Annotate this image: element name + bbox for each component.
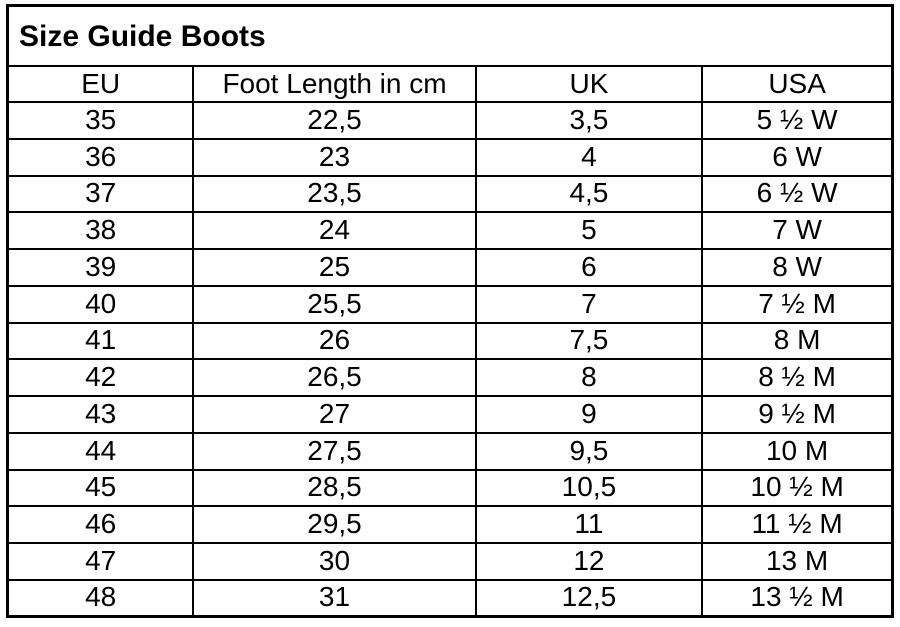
table-cell-foot-length: 23 — [192, 137, 477, 177]
table-cell-foot-length: 26 — [192, 321, 477, 361]
table-row: 38 24 5 7 W — [6, 211, 894, 250]
header-row: EU Foot Length in cm UK USA — [6, 65, 894, 103]
table-row: 37 23,5 4,5 6 ½ W — [6, 174, 894, 214]
table-row: 36 23 4 6 W — [6, 137, 894, 177]
table-row: 41 26 7,5 8 M — [6, 321, 894, 361]
column-header-eu: EU — [6, 65, 195, 103]
table-row: 42 26,5 8 8 ½ M — [6, 358, 894, 397]
table-cell-foot-length: 25,5 — [192, 284, 477, 324]
table-cell-uk: 10,5 — [474, 468, 704, 508]
table-cell-uk: 5 — [474, 211, 704, 250]
table-row: 35 22,5 3,5 5 ½ W — [6, 101, 894, 140]
table-cell-usa: 13 ½ M — [701, 578, 894, 618]
table-cell-eu: 38 — [6, 211, 195, 250]
table-cell-uk: 7 — [474, 284, 704, 324]
table-cell-usa: 8 W — [701, 248, 894, 287]
table-cell-uk: 9 — [474, 395, 704, 434]
table-cell-eu: 45 — [6, 468, 195, 508]
table-cell-uk: 4 — [474, 137, 704, 177]
table-cell-eu: 35 — [6, 101, 195, 140]
table-cell-eu: 41 — [6, 321, 195, 361]
table-cell-uk: 12 — [474, 542, 704, 581]
size-rows-body: 35 22,5 3,5 5 ½ W 36 23 4 6 W 37 23,5 4,5 6 ½ W 38 24… — [6, 101, 894, 618]
title-row: Size Guide Boots — [6, 4, 894, 67]
table-cell-eu: 37 — [6, 174, 195, 214]
table-row: 40 25,5 7 7 ½ M — [6, 284, 894, 324]
table-cell-eu: 42 — [6, 358, 195, 397]
table-cell-uk: 4,5 — [474, 174, 704, 214]
table-row: 44 27,5 9,5 10 M — [6, 431, 894, 471]
table-cell-eu: 46 — [6, 505, 195, 544]
table-cell-usa: 8 M — [701, 321, 894, 361]
table-cell-usa: 10 ½ M — [701, 468, 894, 508]
table-cell-usa: 8 ½ M — [701, 358, 894, 397]
table-row: 45 28,5 10,5 10 ½ M — [6, 468, 894, 508]
table-cell-foot-length: 27,5 — [192, 431, 477, 471]
table-cell-foot-length: 26,5 — [192, 358, 477, 397]
column-header-usa: USA — [701, 65, 894, 103]
table-cell-eu: 40 — [6, 284, 195, 324]
table-cell-usa: 11 ½ M — [701, 505, 894, 544]
table-cell-foot-length: 27 — [192, 395, 477, 434]
table-cell-uk: 8 — [474, 358, 704, 397]
column-header-foot-length: Foot Length in cm — [192, 65, 477, 103]
table-cell-foot-length: 22,5 — [192, 101, 477, 140]
table-row: 48 31 12,5 13 ½ M — [6, 578, 894, 618]
page-title: Size Guide Boots — [6, 4, 894, 67]
table-cell-foot-length: 28,5 — [192, 468, 477, 508]
table-cell-usa: 6 ½ W — [701, 174, 894, 214]
table-cell-foot-length: 25 — [192, 248, 477, 287]
table-cell-eu: 36 — [6, 137, 195, 177]
table-cell-eu: 44 — [6, 431, 195, 471]
table-cell-foot-length: 30 — [192, 542, 477, 581]
table-cell-uk: 12,5 — [474, 578, 704, 618]
table-cell-uk: 9,5 — [474, 431, 704, 471]
table-cell-eu: 47 — [6, 542, 195, 581]
table-cell-usa: 6 W — [701, 137, 894, 177]
table-cell-usa: 10 M — [701, 431, 894, 471]
table-cell-eu: 43 — [6, 395, 195, 434]
size-guide-table: Size Guide Boots EU Foot Length in cm UK… — [6, 4, 894, 618]
table-cell-usa: 5 ½ W — [701, 101, 894, 140]
table-cell-usa: 13 M — [701, 542, 894, 581]
table-cell-foot-length: 31 — [192, 578, 477, 618]
table-cell-uk: 3,5 — [474, 101, 704, 140]
table-cell-usa: 7 W — [701, 211, 894, 250]
table-cell-eu: 48 — [6, 578, 195, 618]
table-cell-foot-length: 24 — [192, 211, 477, 250]
table-cell-usa: 7 ½ M — [701, 284, 894, 324]
table-row: 39 25 6 8 W — [6, 248, 894, 287]
table-cell-eu: 39 — [6, 248, 195, 287]
table-cell-uk: 11 — [474, 505, 704, 544]
table-cell-foot-length: 29,5 — [192, 505, 477, 544]
table-row: 43 27 9 9 ½ M — [6, 395, 894, 434]
table-cell-uk: 6 — [474, 248, 704, 287]
column-header-uk: UK — [474, 65, 704, 103]
table-cell-foot-length: 23,5 — [192, 174, 477, 214]
table-row: 47 30 12 13 M — [6, 542, 894, 581]
table-row: 46 29,5 11 11 ½ M — [6, 505, 894, 544]
table-cell-usa: 9 ½ M — [701, 395, 894, 434]
table-cell-uk: 7,5 — [474, 321, 704, 361]
